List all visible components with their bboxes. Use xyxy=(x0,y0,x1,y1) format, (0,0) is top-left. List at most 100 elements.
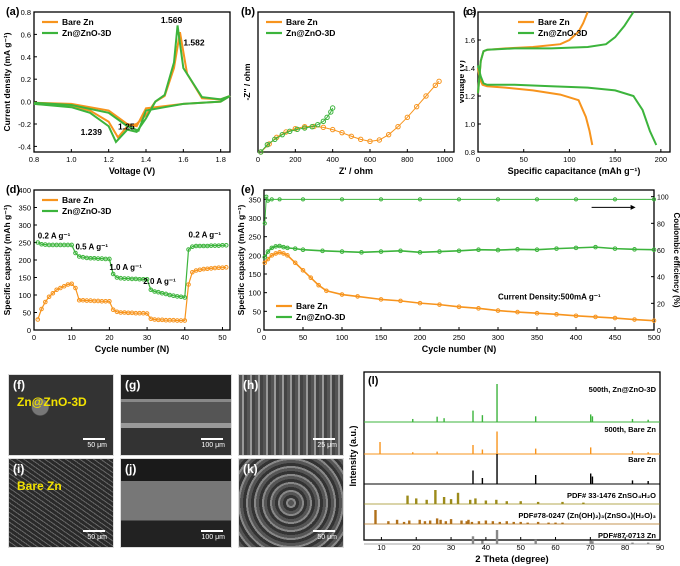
sample-tag: Zn@ZnO-3D xyxy=(17,395,87,409)
cycle-point-bare-zn xyxy=(316,282,321,288)
sem-image-g: (g) 100 μm xyxy=(120,374,232,456)
pattern-label: PDF#78-0247 (Zn(OH)₂)₃(ZnSO₄)(H₂O)₃ xyxy=(518,511,656,520)
cycle-point-zn-zno-3d xyxy=(593,244,598,250)
current-annotation: 1.0 A g⁻¹ xyxy=(109,263,142,272)
eis-point-bare-zn xyxy=(423,93,429,99)
panel-label: (b) xyxy=(241,6,255,18)
y2-axis-label: Coulombic efficiency (%) xyxy=(672,212,680,307)
reference-peak-bar xyxy=(408,520,411,524)
cycle-point-bare-zn xyxy=(437,302,442,307)
x-tick-label: 40 xyxy=(482,543,490,552)
reference-peak-bar xyxy=(561,522,564,524)
x-tick-label: 0 xyxy=(262,333,266,342)
sem-image-j: (j) 100 μm xyxy=(120,458,232,548)
x-tick-label: 1.6 xyxy=(178,155,188,164)
current-density-annotation: Current Density:500mA g⁻¹ xyxy=(498,292,601,301)
reference-peak-bar xyxy=(477,521,481,524)
cycle-point-zn-zno-3d xyxy=(515,247,520,252)
reference-peak-bar xyxy=(505,521,508,524)
panel-label: (c) xyxy=(463,6,477,18)
legend-label: Bare Zn xyxy=(286,17,318,27)
x-tick-label: 40 xyxy=(181,333,189,342)
eis-line-bare-zn xyxy=(260,80,440,153)
y-tick-label: 250 xyxy=(18,239,31,248)
x-tick-label: 400 xyxy=(570,333,583,342)
y-axis-label: Current density (mA g⁻¹) xyxy=(2,32,12,131)
legend-label: Zn@ZnO-3D xyxy=(538,28,587,38)
y-tick-label: 50 xyxy=(253,307,261,316)
reference-peak-bar xyxy=(415,498,418,504)
scale-text: 50 μm xyxy=(87,442,107,449)
cycle-point-zn-zno-3d xyxy=(476,247,481,253)
x-tick-label: 200 xyxy=(289,155,302,164)
cycle-point-bare-zn xyxy=(300,267,306,273)
x-tick-label: 30 xyxy=(447,543,455,552)
legend-label: Zn@ZnO-3D xyxy=(296,312,345,322)
reference-peak-bar xyxy=(456,492,460,504)
reference-peak-bar xyxy=(519,501,522,504)
cycle-point-zn-zno-3d xyxy=(262,254,268,260)
cycle-point-zn-zno-3d xyxy=(269,245,275,251)
cycle-point-bare-zn xyxy=(612,315,618,321)
y-tick-label: -0.4 xyxy=(18,142,31,151)
reference-peak-bar xyxy=(460,520,463,524)
reference-peak-bar xyxy=(449,499,453,504)
x-tick-label: 300 xyxy=(492,333,505,342)
y-tick-label: 0.0 xyxy=(21,98,31,107)
cycle-point-bare-zn xyxy=(262,260,268,266)
rate-point-bare-zn xyxy=(223,265,229,270)
scale-text: 50 μm xyxy=(87,534,107,541)
cycle-point-zn-zno-3d xyxy=(300,247,306,253)
scale-bar xyxy=(313,438,335,440)
cycle-point-bare-zn xyxy=(554,312,559,317)
reference-peak-bar xyxy=(471,536,475,544)
coulombic-efficiency-point xyxy=(417,197,423,202)
rate-point-zn-zno-3d xyxy=(182,295,188,300)
y-tick-label: 1.2 xyxy=(465,92,475,101)
reference-peak-bar xyxy=(387,521,390,524)
reference-peak-bar xyxy=(536,501,540,504)
pattern-label: 500th, Zn@ZnO-3D xyxy=(589,385,657,394)
cycle-point-zn-zno-3d xyxy=(417,250,423,255)
cycle-point-zn-zno-3d xyxy=(612,246,618,251)
y-axis-label: Specific capacity (mAh g⁻¹) xyxy=(2,204,12,315)
y-tick-label: 350 xyxy=(18,204,31,213)
rate-point-zn-zno-3d xyxy=(186,247,191,252)
x-tick-label: 250 xyxy=(453,333,466,342)
legend-label: Bare Zn xyxy=(62,195,94,205)
eis-point-zn-zno-3d xyxy=(320,118,327,125)
eis-point-bare-zn xyxy=(339,129,345,136)
coulombic-efficiency-point xyxy=(573,197,579,202)
cycle-point-zn-zno-3d xyxy=(339,249,345,254)
legend-label: Bare Zn xyxy=(296,301,328,311)
discharge-line-zn-zno-3d xyxy=(477,64,658,146)
cycle-point-bare-zn xyxy=(417,300,423,306)
current-annotation: 0.5 A g⁻¹ xyxy=(75,243,108,252)
cycle-point-bare-zn xyxy=(273,251,279,256)
y2-tick-label: 40 xyxy=(657,275,665,282)
plot-frame xyxy=(33,11,231,153)
panel-l-xrd-chart: 10 20 30 40 50 60 70 80 90 2 Theta (degree) Intens… xyxy=(348,371,664,565)
peak-annotation: 1.239 xyxy=(81,127,103,137)
panel-a-cv-chart: 0.8 1.0 1.2 1.4 1.6 1.8 -0.4 -0.2 0.0 0.2 0.4 0.6 0.… xyxy=(2,6,231,176)
rate-point-bare-zn xyxy=(50,290,56,296)
rate-point-zn-zno-3d xyxy=(35,240,41,245)
eis-point-zn-zno-3d xyxy=(272,136,278,143)
reference-peak-bar xyxy=(512,521,515,524)
charge-line-zn-zno-3d xyxy=(477,11,635,94)
coulombic-efficiency-point xyxy=(262,221,267,226)
reference-peak-bar xyxy=(554,522,557,524)
x-tick-label: 400 xyxy=(326,155,339,164)
reference-peak-bar xyxy=(491,521,495,524)
scale-bar xyxy=(83,530,105,532)
cycle-point-zn-zno-3d xyxy=(456,248,462,254)
cycle-point-zn-zno-3d xyxy=(378,249,384,254)
x-tick-label: 500 xyxy=(648,333,661,342)
coulombic-efficiency-point xyxy=(651,197,657,202)
y-tick-label: 150 xyxy=(248,270,261,279)
y-axis-label: Specific capacity (mAh g⁻¹) xyxy=(238,204,246,315)
reference-peak-bar xyxy=(484,500,488,504)
rate-point-bare-zn xyxy=(69,281,74,287)
reference-peak-bar xyxy=(434,490,437,504)
current-annotation: 0.2 A g⁻¹ xyxy=(38,231,71,240)
